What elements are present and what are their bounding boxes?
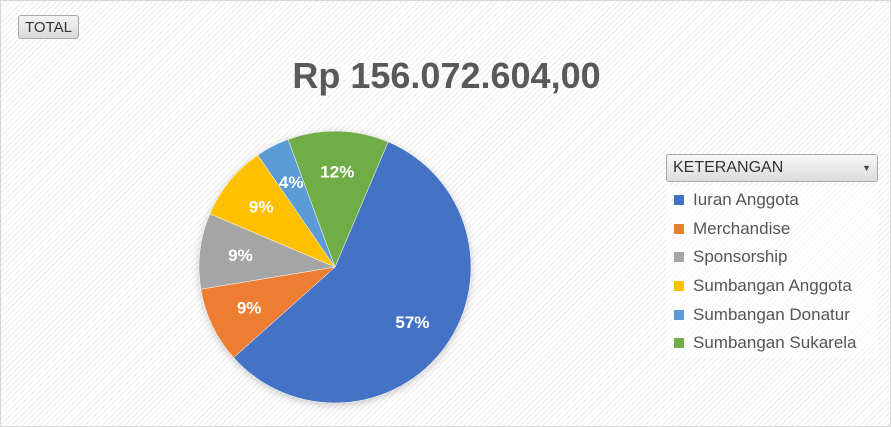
data-label-iuran-anggota: 57% <box>395 313 429 332</box>
legend-item-sumbangan-anggota[interactable]: Sumbangan Anggota <box>666 272 878 301</box>
legend-swatch <box>674 252 684 263</box>
legend-item-sumbangan-donatur[interactable]: Sumbangan Donatur <box>666 300 878 329</box>
data-label-sumbangan-donatur: 4% <box>279 173 304 192</box>
legend-item-merchandise[interactable]: Merchandise <box>666 215 878 244</box>
legend-swatch <box>674 223 684 234</box>
pie-slice-iuran-anggota[interactable] <box>233 141 472 404</box>
legend-item-iuran-anggota[interactable]: Iuran Anggota <box>666 186 878 215</box>
legend-swatch <box>674 338 684 349</box>
legend: Iuran Anggota Merchandise Sponsorship Sumba… <box>666 186 878 358</box>
data-label-merchandise: 9% <box>237 299 262 318</box>
legend-label: Sponsorship <box>693 247 788 267</box>
data-label-sponsorship: 9% <box>228 246 253 265</box>
legend-header-label: KETERANGAN <box>673 159 784 176</box>
legend-swatch <box>674 309 684 320</box>
legend-label: Merchandise <box>693 218 791 238</box>
legend-label: Sumbangan Donatur <box>693 304 850 324</box>
legend-label: Sumbangan Sukarela <box>693 333 857 353</box>
legend-label: Sumbangan Anggota <box>693 276 852 296</box>
legend-item-sponsorship[interactable]: Sponsorship <box>666 243 878 272</box>
keterangan-filter-dropdown[interactable]: KETERANGAN ▼ <box>666 154 878 182</box>
legend-item-sumbangan-sukarela[interactable]: Sumbangan Sukarela <box>666 329 878 358</box>
legend-swatch <box>674 281 684 292</box>
data-label-sumbangan-anggota: 9% <box>249 197 274 216</box>
data-label-sumbangan-sukarela: 12% <box>320 162 354 181</box>
pie-slice-sumbangan-sukarela[interactable] <box>287 130 389 268</box>
legend-swatch <box>674 195 684 206</box>
chart-title: Rp 156.072.604,00 <box>292 55 601 96</box>
total-field-button[interactable]: TOTAL <box>18 15 79 39</box>
dropdown-arrow-icon[interactable]: ▼ <box>862 163 871 173</box>
legend-label: Iuran Anggota <box>693 190 799 210</box>
